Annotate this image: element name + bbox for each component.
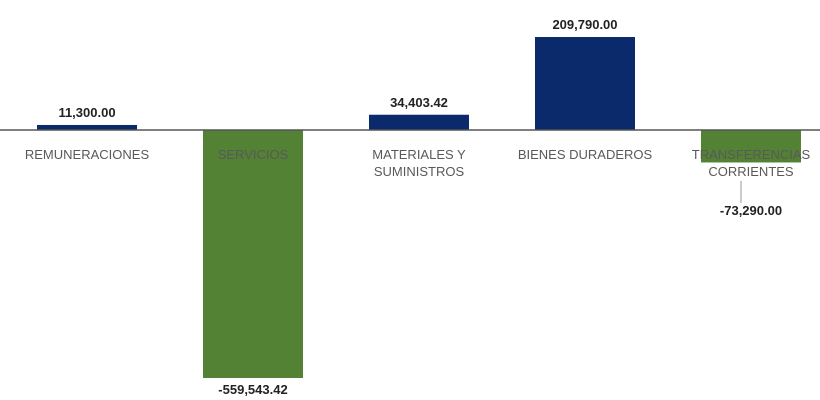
x-tick-label: TRANSFERENCIAS CORRIENTES <box>691 147 811 179</box>
value-label: -73,290.00 <box>719 203 783 218</box>
value-label: 34,403.42 <box>390 94 448 110</box>
bar <box>369 114 469 130</box>
x-tick-label: SERVICIOS <box>217 147 289 162</box>
x-tick-label: REMUNERACIONES <box>24 147 150 162</box>
x-tick-label: MATERIALES Y SUMINISTROS <box>372 147 466 179</box>
bar <box>701 129 801 163</box>
x-tick-label: BIENES DURADEROS <box>517 147 653 162</box>
value-label: -559,543.42 <box>218 382 288 397</box>
bar <box>37 124 137 130</box>
bar <box>535 37 635 130</box>
value-label: 11,300.00 <box>58 104 116 120</box>
value-label: 209,790.00 <box>552 17 618 32</box>
bar <box>203 129 303 378</box>
